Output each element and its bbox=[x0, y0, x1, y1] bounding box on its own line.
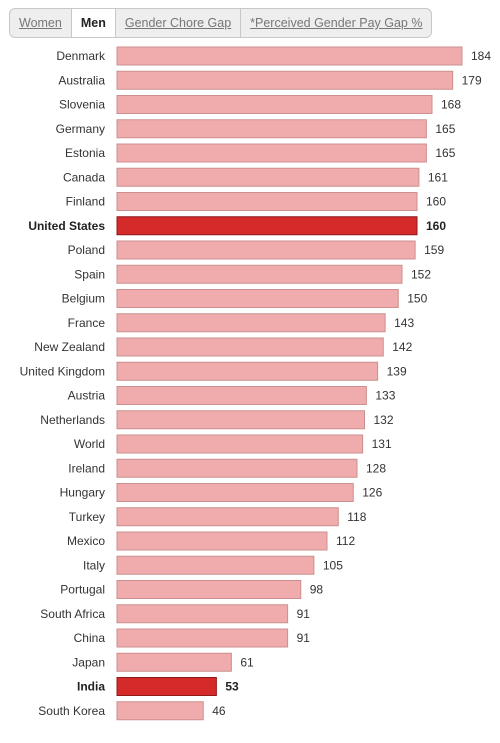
value-label-mexico: 112 bbox=[336, 534, 355, 548]
category-label-hungary: Hungary bbox=[60, 486, 105, 500]
value-label-slovenia: 168 bbox=[441, 98, 461, 112]
category-label-mexico: Mexico bbox=[67, 534, 105, 548]
category-label-south-africa: South Africa bbox=[40, 607, 105, 621]
category-label-japan: Japan bbox=[72, 655, 105, 669]
view-tabs: Women Men Gender Chore Gap *Perceived Ge… bbox=[9, 8, 433, 38]
category-label-spain: Spain bbox=[74, 267, 105, 281]
bar-chart: Denmark 184 Australia 179 Slovenia 168 Germany… bbox=[20, 46, 491, 721]
bar-australia bbox=[116, 70, 454, 90]
category-label-united-kingdom: United Kingdom bbox=[20, 364, 105, 378]
value-label-denmark: 184 bbox=[471, 49, 491, 63]
bar-mexico bbox=[116, 531, 328, 551]
value-label-australia: 179 bbox=[462, 73, 482, 87]
bar-hungary bbox=[116, 483, 354, 502]
value-label-united-kingdom: 139 bbox=[387, 364, 407, 378]
tab-perceived-gender-pay-gap[interactable]: *Perceived Gender Pay Gap % bbox=[250, 16, 423, 30]
category-label-germany: Germany bbox=[56, 122, 105, 136]
bar-south-korea bbox=[116, 701, 204, 721]
value-label-ireland: 128 bbox=[366, 461, 386, 475]
tab-men[interactable]: Men bbox=[71, 9, 116, 37]
bar-japan bbox=[116, 652, 232, 672]
category-label-united-states: United States bbox=[28, 219, 105, 233]
category-label-australia: Australia bbox=[58, 73, 105, 87]
value-label-hungary: 126 bbox=[362, 486, 382, 500]
category-label-india: India bbox=[77, 680, 105, 694]
bar-denmark bbox=[116, 46, 463, 66]
bar-new-zealand bbox=[116, 337, 384, 357]
category-label-austria: Austria bbox=[68, 389, 106, 403]
value-label-canada: 161 bbox=[428, 170, 448, 184]
value-label-world: 131 bbox=[372, 437, 392, 451]
bar-canada bbox=[116, 167, 420, 187]
category-label-denmark: Denmark bbox=[56, 49, 106, 63]
value-label-south-korea: 46 bbox=[212, 704, 226, 718]
category-label-slovenia: Slovenia bbox=[59, 98, 105, 112]
bar-turkey bbox=[116, 507, 339, 527]
bar-slovenia bbox=[116, 95, 433, 114]
category-label-turkey: Turkey bbox=[69, 510, 105, 524]
value-label-new-zealand: 142 bbox=[392, 340, 412, 354]
bar-india bbox=[116, 677, 217, 696]
bar-belgium bbox=[116, 289, 399, 308]
bar-world bbox=[116, 434, 364, 454]
value-label-china: 91 bbox=[297, 631, 311, 645]
value-label-united-states: 160 bbox=[426, 219, 446, 233]
bar-estonia bbox=[116, 143, 427, 163]
bar-south-africa bbox=[116, 604, 289, 624]
value-label-germany: 165 bbox=[435, 122, 455, 136]
bar-united-states bbox=[116, 216, 418, 236]
tab-gender-chore-gap[interactable]: Gender Chore Gap bbox=[116, 9, 242, 37]
value-label-poland: 159 bbox=[424, 243, 444, 257]
value-label-italy: 105 bbox=[323, 558, 343, 572]
value-label-turkey: 118 bbox=[347, 510, 366, 524]
bar-spain bbox=[116, 264, 403, 284]
value-label-netherlands: 132 bbox=[374, 413, 394, 427]
bar-united-kingdom bbox=[116, 361, 379, 381]
category-label-china: China bbox=[74, 631, 106, 645]
category-label-portugal: Portugal bbox=[60, 583, 105, 597]
category-label-world: World bbox=[74, 437, 105, 451]
bar-austria bbox=[116, 386, 367, 405]
value-label-france: 143 bbox=[394, 316, 414, 330]
value-label-austria: 133 bbox=[375, 389, 395, 403]
bar-netherlands bbox=[116, 410, 365, 430]
category-label-south-korea: South Korea bbox=[38, 704, 105, 718]
category-label-poland: Poland bbox=[68, 243, 105, 257]
bar-finland bbox=[116, 192, 418, 211]
value-label-finland: 160 bbox=[426, 195, 446, 209]
value-label-spain: 152 bbox=[411, 267, 431, 281]
value-label-japan: 61 bbox=[240, 655, 254, 669]
category-label-italy: Italy bbox=[83, 558, 105, 572]
bar-ireland bbox=[116, 458, 358, 478]
bar-france bbox=[116, 313, 386, 333]
bar-germany bbox=[116, 119, 427, 139]
category-label-new-zealand: New Zealand bbox=[34, 340, 105, 354]
category-label-ireland: Ireland bbox=[68, 461, 105, 475]
bar-italy bbox=[116, 555, 315, 575]
value-label-india: 53 bbox=[225, 680, 239, 694]
category-label-finland: Finland bbox=[66, 195, 105, 209]
tab-women[interactable]: Women bbox=[10, 9, 72, 37]
value-label-estonia: 165 bbox=[435, 146, 455, 160]
value-label-belgium: 150 bbox=[407, 292, 427, 306]
bar-china bbox=[116, 628, 289, 648]
bar-portugal bbox=[116, 580, 302, 599]
value-label-portugal: 98 bbox=[310, 583, 324, 597]
category-label-canada: Canada bbox=[63, 170, 105, 184]
category-label-belgium: Belgium bbox=[62, 292, 105, 306]
category-label-estonia: Estonia bbox=[65, 146, 105, 160]
bar-poland bbox=[116, 240, 416, 260]
category-label-france: France bbox=[68, 316, 106, 330]
category-label-netherlands: Netherlands bbox=[40, 413, 105, 427]
value-label-south-africa: 91 bbox=[297, 607, 311, 621]
